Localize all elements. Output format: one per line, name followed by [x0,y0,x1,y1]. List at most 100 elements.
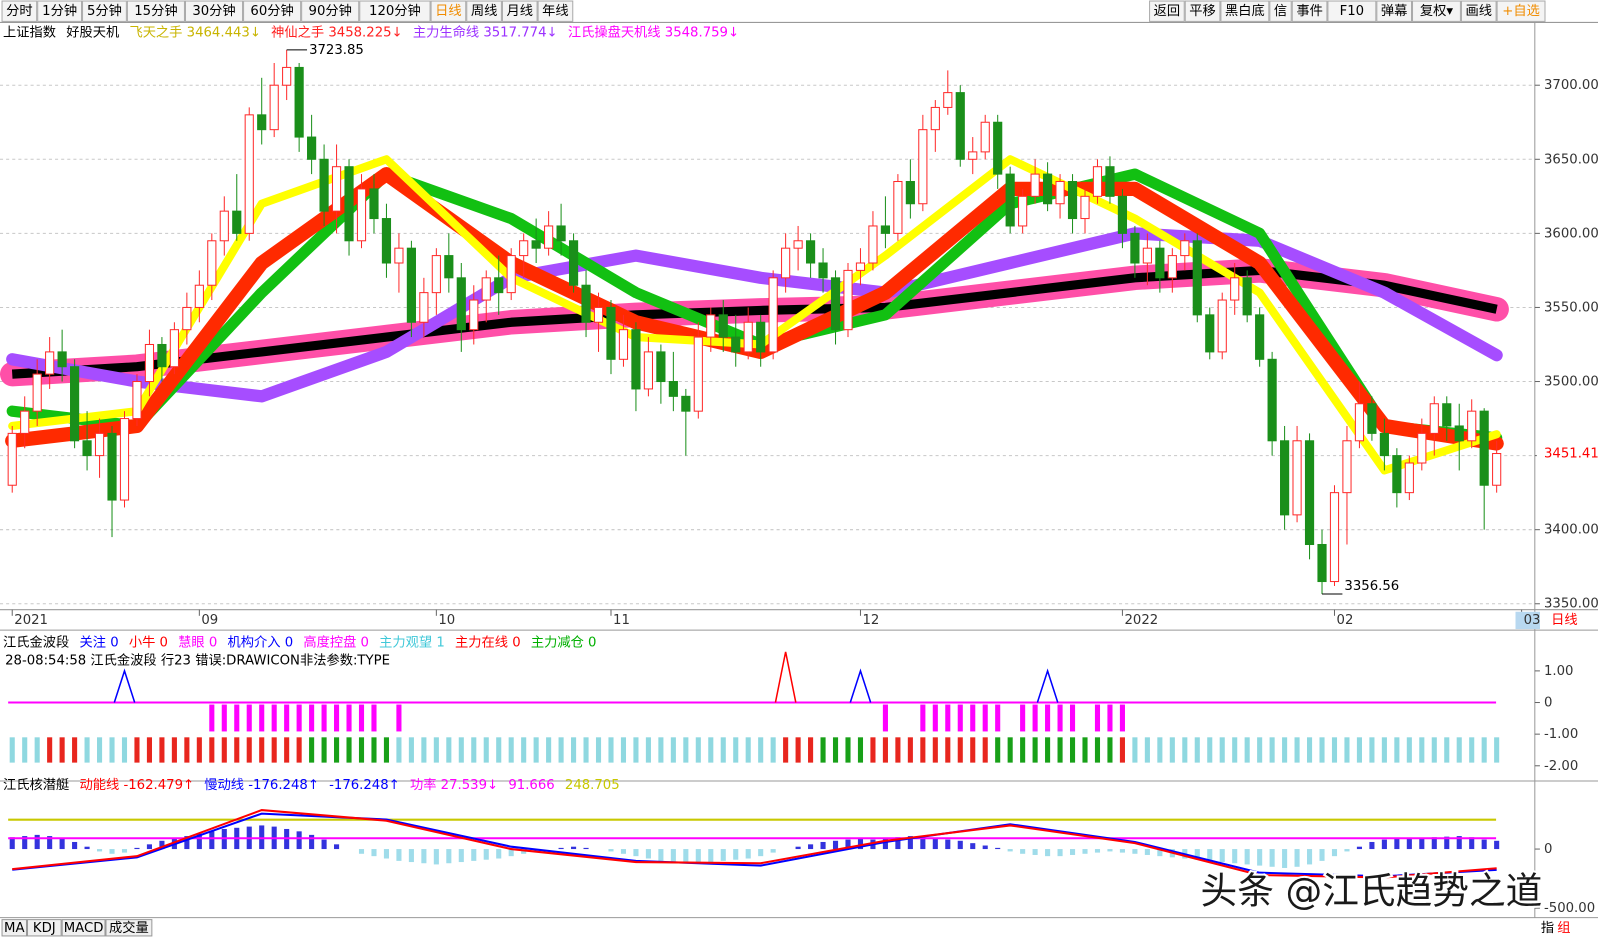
toolbar-label[interactable]: F10 [1340,4,1364,19]
toolbar-button[interactable] [1220,0,1270,22]
histogram-bar [22,836,28,850]
signal-triangle [774,651,797,703]
candle-body [456,277,466,331]
candle-body [706,314,716,338]
state-bar [109,737,115,763]
y-tick-label: 3400.00 [1544,523,1598,538]
histogram-bar [932,838,938,850]
toolbar-button[interactable] [243,0,302,22]
histogram-bar [820,841,826,850]
toolbar-button[interactable] [430,0,467,22]
date-highlight [1515,611,1540,630]
toolbar-label[interactable]: 60分钟 [250,2,293,19]
tab-right-label[interactable]: 指 [1541,920,1554,936]
state-bar [171,737,177,763]
date-label: 10 [438,613,455,628]
toolbar-button[interactable] [1460,0,1497,22]
state-bar [334,737,340,763]
toolbar-label[interactable]: +自选 [1502,3,1540,19]
toolbar-label[interactable]: 90分钟 [309,2,352,19]
toolbar-button[interactable] [1412,0,1461,22]
candle-body [1242,277,1252,316]
toolbar-button[interactable] [184,0,244,22]
candle-body [182,306,192,331]
state-bar [421,737,427,763]
candle-body [1304,440,1315,546]
toolbar-label[interactable]: 弹幕 [1381,3,1408,19]
candle-body [855,262,866,271]
candle-body [1292,440,1302,516]
histogram-bar [758,849,764,857]
legend-item: 神仙之手 3458.225↓ [271,25,403,41]
state-bar [446,737,452,763]
toolbar-button[interactable] [1149,0,1185,22]
toolbar-label[interactable]: 黑白底 [1225,3,1265,19]
toolbar-button[interactable] [37,0,83,22]
histogram-bar [1045,849,1051,857]
state-bar [795,737,801,763]
toolbar-button[interactable] [1376,0,1413,22]
toolbar-button[interactable] [1291,0,1328,22]
toolbar-label[interactable]: 复权▾ [1420,2,1453,19]
legend-item: 慧眼 0 [178,634,217,650]
toolbar-label[interactable]: 返回 [1154,3,1181,19]
candle-body [431,255,441,294]
toolbar-button[interactable] [1496,0,1546,22]
toolbar-label[interactable]: 年线 [542,3,569,19]
histogram-bar [196,833,202,850]
tab[interactable] [61,919,106,937]
toolbar-label[interactable]: 事件 [1296,3,1323,19]
toolbar-button[interactable] [466,0,502,22]
toolbar-label[interactable]: 平移 [1189,3,1216,19]
toolbar-label[interactable]: 15分钟 [134,2,177,19]
toolbar-button[interactable] [1,0,38,22]
tab-label[interactable]: 成交量 [109,919,149,936]
toolbar-button[interactable] [1184,0,1221,22]
tab[interactable] [105,919,153,937]
panel-message: 28-08:54:58 江氏金波段 行23 错误:DRAWICON非法参数:TY… [5,652,390,669]
toolbar-label[interactable]: 月线 [507,3,534,19]
histogram-bar [1369,841,1375,850]
price-tag: 3451.41 [1544,447,1598,462]
candle-body [232,210,242,234]
state-bar [658,737,664,763]
tab[interactable] [27,919,62,937]
histogram-bar [1406,838,1412,850]
toolbar-button[interactable] [1327,0,1377,22]
candle-body [519,240,529,257]
histogram-bar [383,849,390,859]
toolbar-label[interactable]: 1分钟 [42,2,77,19]
legend-item: 动能线 -162.479↑ [80,777,195,793]
state-bar [1119,737,1125,763]
candle-body [1467,410,1477,442]
toolbar-label[interactable]: 信 [1274,3,1287,19]
toolbar-button[interactable] [1269,0,1292,22]
histogram-bar [1356,846,1362,850]
histogram-bar [1132,849,1138,854]
toolbar-button[interactable] [359,0,431,22]
histogram-bar [1157,849,1163,857]
date-label: 2021 [14,613,48,628]
tab[interactable] [1,919,28,937]
candle-body [20,410,30,434]
histogram-bar [1244,849,1250,865]
histogram-bar [1094,849,1101,853]
candle-body [1117,195,1128,234]
toolbar-button[interactable] [301,0,360,22]
toolbar-button[interactable] [82,0,127,22]
toolbar-label[interactable]: 120分钟 [369,2,421,19]
toolbar-label[interactable]: 分时 [6,3,33,19]
tab-right-label[interactable]: 组 [1557,920,1570,936]
toolbar-label[interactable]: 30分钟 [192,2,235,19]
toolbar-label[interactable]: 5分钟 [87,2,122,19]
toolbar-button[interactable] [126,0,185,22]
tab-label[interactable]: MACD [64,921,104,936]
tab-label[interactable]: MA [4,921,24,936]
toolbar-button[interactable] [501,0,538,22]
toolbar-label[interactable]: 日线 [435,3,462,19]
histogram-bar [645,849,651,859]
toolbar-button[interactable] [537,0,574,22]
tab-label[interactable]: KDJ [33,921,56,936]
toolbar-label[interactable]: 画线 [1466,3,1493,19]
toolbar-label[interactable]: 周线 [471,3,498,19]
